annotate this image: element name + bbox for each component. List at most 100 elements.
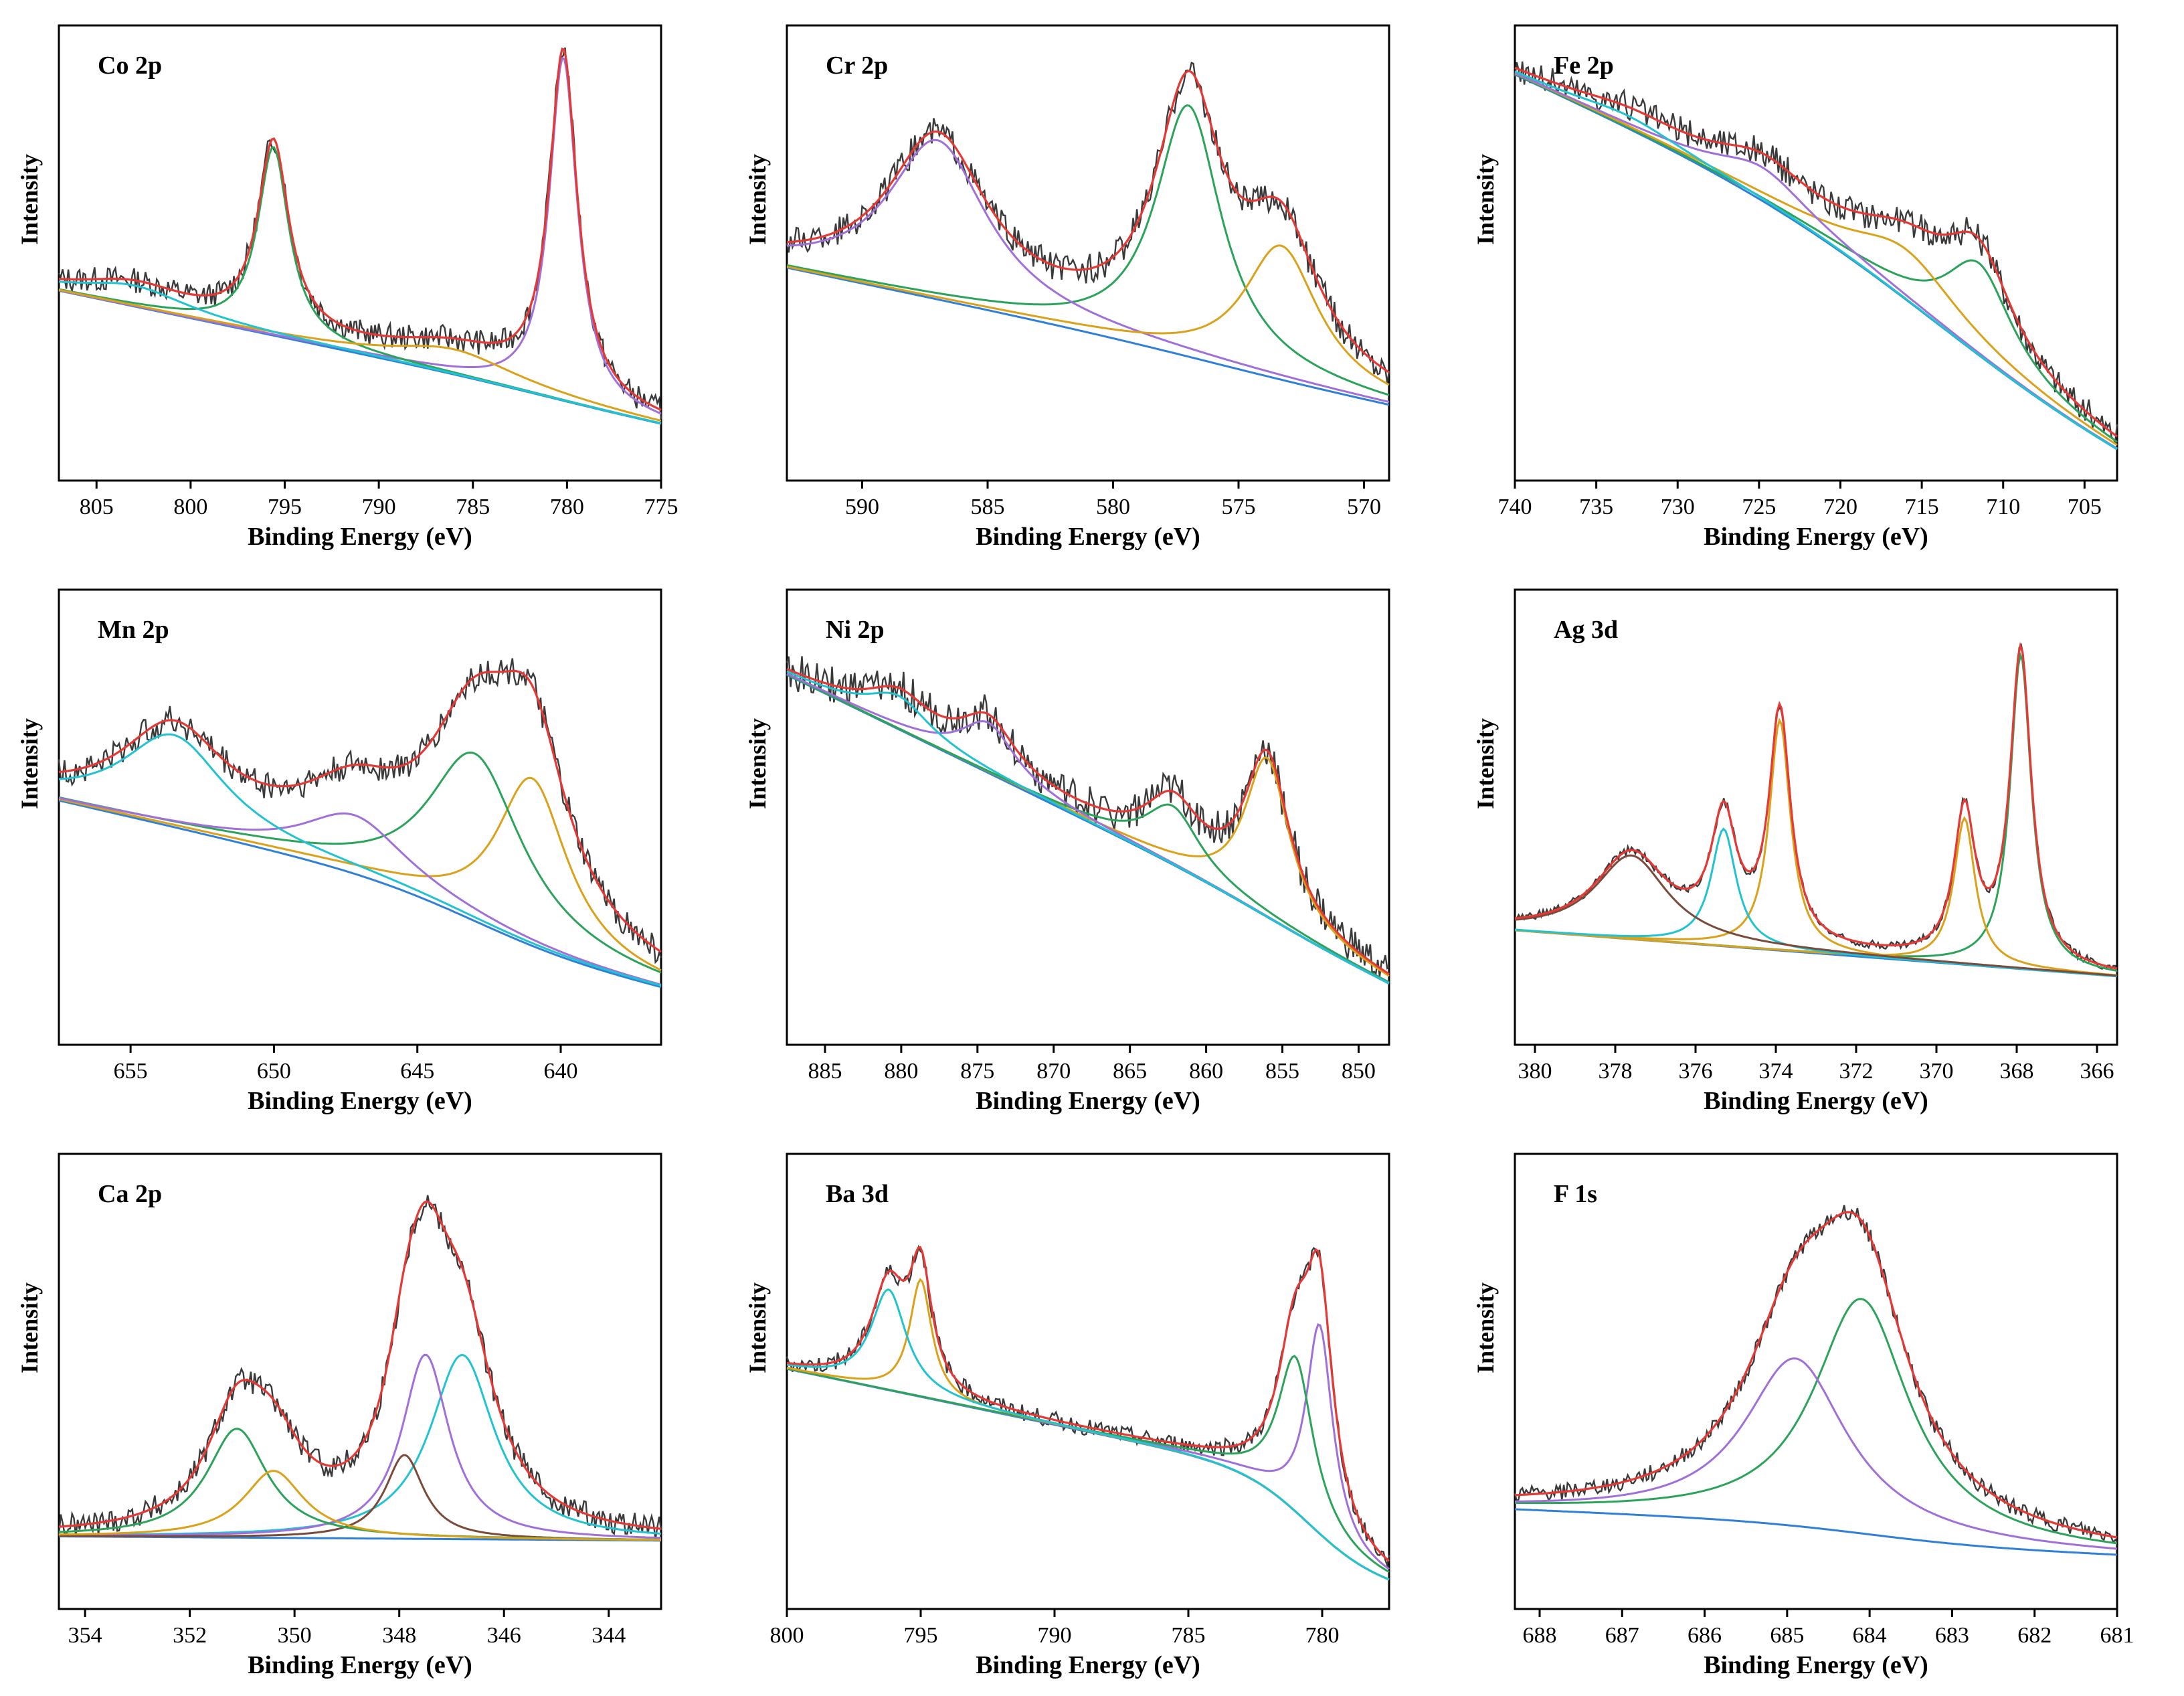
component-peak-line xyxy=(786,672,1390,985)
x-tick-label: 685 xyxy=(1770,1623,1804,1648)
x-tick-label: 730 xyxy=(1661,495,1695,519)
plot-frame xyxy=(786,588,1390,1046)
envelope-fit-line xyxy=(786,1246,1390,1562)
x-tick-label: 580 xyxy=(1096,495,1130,519)
y-axis-label: Intensity xyxy=(16,1282,43,1373)
chart-title: Cr 2p xyxy=(826,52,888,80)
x-tick-label: 790 xyxy=(362,495,396,519)
x-tick-label: 346 xyxy=(487,1623,521,1648)
background-line xyxy=(58,289,662,425)
chart-panel: 354 352 350 348 346 344 Binding Energy (eV) Int… xyxy=(0,1128,728,1693)
plot-frame xyxy=(58,588,662,1046)
x-tick-label: 710 xyxy=(1986,495,2020,519)
x-tick-label: 850 xyxy=(1342,1059,1376,1084)
xps-chart: 655 650 645 640 Binding Energy (eV) Intensity… xyxy=(16,588,662,1115)
x-tick-label: 740 xyxy=(1498,495,1532,519)
plot-frame xyxy=(1514,1153,2118,1610)
chart-panel: 655 650 645 640 Binding Energy (eV) Intensity… xyxy=(0,564,728,1128)
envelope-fit-line xyxy=(58,1200,662,1530)
x-tick-label: 681 xyxy=(2100,1623,2134,1648)
component-peak-line xyxy=(786,244,1390,386)
component-peak-line xyxy=(1514,72,2118,450)
x-tick-label: 795 xyxy=(904,1623,938,1648)
plot-frame xyxy=(58,24,662,482)
envelope-fit-line xyxy=(786,70,1390,373)
background-line xyxy=(1514,74,2118,450)
x-tick-label: 352 xyxy=(173,1623,207,1648)
background-line xyxy=(786,1367,1390,1581)
component-peak-line xyxy=(1514,73,2118,443)
xps-chart: 885 880 875 870 865 860 855 850 Binding Energy (… xyxy=(744,588,1390,1115)
background-line xyxy=(58,799,662,989)
y-axis-label: Intensity xyxy=(1472,718,1499,809)
chart-panel: 590 585 580 575 570 Binding Energy (eV) Intens… xyxy=(728,0,1456,564)
x-tick-label: 705 xyxy=(2068,495,2102,519)
x-tick-label: 720 xyxy=(1823,495,1857,519)
xps-chart: 354 352 350 348 346 344 Binding Energy (eV) Int… xyxy=(16,1153,662,1679)
x-tick-label: 805 xyxy=(80,495,114,519)
x-tick-label: 785 xyxy=(456,495,490,519)
plot-frame xyxy=(58,1153,662,1610)
x-tick-label: 870 xyxy=(1036,1059,1071,1084)
plot-frame xyxy=(1514,24,2118,482)
x-axis-label: Binding Energy (eV) xyxy=(248,1087,472,1115)
xps-chart: 740 735 730 725 720 715 710 705 Binding Energy (… xyxy=(1472,24,2118,551)
x-tick-label: 865 xyxy=(1113,1059,1147,1084)
x-tick-label: 682 xyxy=(2017,1623,2052,1648)
background-line xyxy=(786,266,1390,406)
component-peak-line xyxy=(58,796,662,986)
y-axis-label: Intensity xyxy=(1472,154,1499,245)
x-axis-label: Binding Energy (eV) xyxy=(1704,1087,1928,1115)
x-tick-label: 775 xyxy=(644,495,678,519)
x-tick-label: 800 xyxy=(173,495,207,519)
envelope-fit-line xyxy=(1514,1211,2118,1539)
chart-title: Ag 3d xyxy=(1554,616,1618,644)
x-tick-label: 795 xyxy=(268,495,302,519)
x-tick-label: 350 xyxy=(278,1623,312,1648)
x-tick-label: 374 xyxy=(1759,1059,1793,1084)
x-tick-label: 354 xyxy=(68,1623,102,1648)
x-tick-label: 725 xyxy=(1742,495,1776,519)
x-tick-label: 880 xyxy=(884,1059,918,1084)
x-tick-label: 378 xyxy=(1599,1059,1633,1084)
component-peak-line xyxy=(59,1353,662,1539)
component-peak-line xyxy=(58,733,662,987)
x-tick-label: 376 xyxy=(1679,1059,1713,1084)
raw-data-line xyxy=(786,62,1390,384)
x-tick-label: 790 xyxy=(1038,1623,1072,1648)
y-axis-label: Intensity xyxy=(16,718,43,809)
x-axis-label: Binding Energy (eV) xyxy=(248,1651,472,1679)
x-axis-label: Binding Energy (eV) xyxy=(1704,1651,1928,1679)
chart-panel: 800 795 790 785 780 Binding Energy (eV) Intens… xyxy=(728,1128,1456,1693)
x-tick-label: 655 xyxy=(114,1059,148,1084)
x-tick-label: 590 xyxy=(845,495,879,519)
chart-panel: 688 687 686 685 684 683 682 681 Binding Energy (… xyxy=(1456,1128,2184,1693)
chart-title: Co 2p xyxy=(98,52,162,80)
component-peak-line xyxy=(58,280,662,424)
xps-chart: 805 800 795 790 785 780 775 Binding Energy (eV)… xyxy=(16,24,678,551)
x-tick-label: 780 xyxy=(550,495,584,519)
x-tick-label: 372 xyxy=(1839,1059,1874,1084)
x-tick-label: 570 xyxy=(1347,495,1381,519)
component-peak-line xyxy=(1514,854,2118,977)
x-tick-label: 575 xyxy=(1222,495,1256,519)
x-tick-label: 645 xyxy=(400,1059,434,1084)
envelope-fit-line xyxy=(58,669,662,953)
background-line xyxy=(786,673,1390,985)
x-axis-label: Binding Energy (eV) xyxy=(248,523,472,551)
x-tick-label: 686 xyxy=(1688,1623,1722,1648)
xps-chart: 800 795 790 785 780 Binding Energy (eV) Intens… xyxy=(744,1153,1390,1679)
x-tick-label: 344 xyxy=(592,1623,626,1648)
raw-data-line xyxy=(1514,61,2118,445)
x-axis-label: Binding Energy (eV) xyxy=(976,1651,1200,1679)
component-peak-line xyxy=(58,751,662,974)
y-axis-label: Intensity xyxy=(744,718,771,809)
x-tick-label: 687 xyxy=(1605,1623,1639,1648)
chart-panel: 740 735 730 725 720 715 710 705 Binding Energy (… xyxy=(1456,0,2184,564)
component-peak-line xyxy=(786,673,1390,983)
chart-title: Fe 2p xyxy=(1554,52,1614,80)
x-tick-label: 640 xyxy=(544,1059,578,1084)
x-tick-label: 683 xyxy=(1935,1623,1969,1648)
plot-frame xyxy=(1514,588,2118,1046)
plot-frame xyxy=(786,1153,1390,1610)
